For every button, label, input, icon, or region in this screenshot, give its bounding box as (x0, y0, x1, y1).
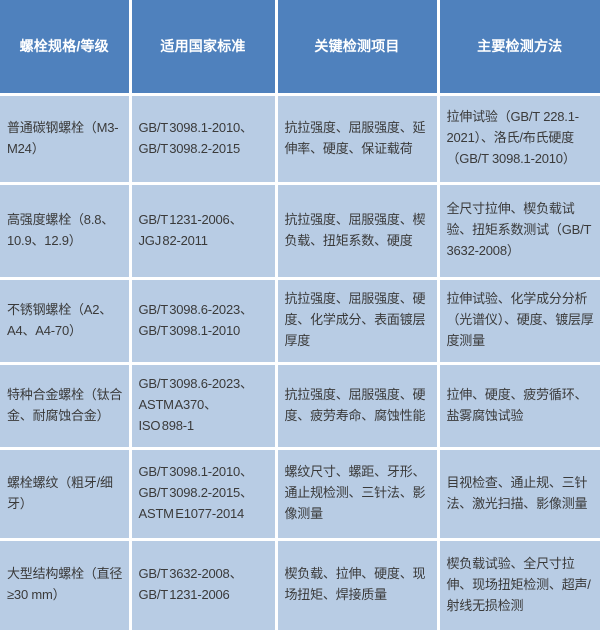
column-header-test-items: 关键检测项目 (274, 0, 440, 96)
cell-standards: GB/T 3632-2008、 GB/T 1231-2006 (128, 537, 278, 630)
cell-spec: 普通碳钢螺栓（M3-M24） (0, 92, 132, 185)
cell-test-methods: 拉伸试验（GB/T 228.1-2021）、洛氏/布氏硬度（GB/T 3098.… (436, 92, 600, 185)
cell-spec: 特种合金螺栓（钛合金、耐腐蚀合金） (0, 361, 132, 450)
cell-standards: GB/T 3098.1-2010、 GB/T 3098.2-2015、 ASTM… (128, 446, 278, 541)
cell-spec: 大型结构螺栓（直径≥30 mm） (0, 537, 132, 630)
column-header-spec: 螺栓规格/等级 (0, 0, 132, 96)
cell-standards: GB/T 3098.1-2010、 GB/T 3098.2-2015 (128, 92, 278, 185)
table-row: 不锈钢螺栓（A2、A4、A4-70） GB/T 3098.6-2023、 GB/… (0, 276, 600, 365)
column-header-test-methods: 主要检测方法 (436, 0, 600, 96)
column-header-standards: 适用国家标准 (128, 0, 278, 96)
table-row: 特种合金螺栓（钛合金、耐腐蚀合金） GB/T 3098.6-2023、 ASTM… (0, 361, 600, 450)
cell-test-methods: 拉伸试验、化学成分分析（光谱仪）、硬度、镀层厚度测量 (436, 276, 600, 365)
table-row: 高强度螺栓（8.8、10.9、12.9） GB/T 1231-2006、 JGJ… (0, 181, 600, 280)
cell-spec: 高强度螺栓（8.8、10.9、12.9） (0, 181, 132, 280)
cell-standards: GB/T 3098.6-2023、 ASTM A370、 ISO 898-1 (128, 361, 278, 450)
cell-test-methods: 全尺寸拉伸、楔负载试验、扭矩系数测试（GB/T 3632-2008） (436, 181, 600, 280)
cell-test-items: 抗拉强度、屈服强度、硬度、疲劳寿命、腐蚀性能 (274, 361, 440, 450)
cell-test-items: 楔负载、拉伸、硬度、现场扭矩、焊接质量 (274, 537, 440, 630)
cell-test-methods: 目视检查、通止规、三针法、激光扫描、影像测量 (436, 446, 600, 541)
cell-test-items: 抗拉强度、屈服强度、楔负载、扭矩系数、硬度 (274, 181, 440, 280)
table-row: 普通碳钢螺栓（M3-M24） GB/T 3098.1-2010、 GB/T 30… (0, 92, 600, 185)
table-row: 大型结构螺栓（直径≥30 mm） GB/T 3632-2008、 GB/T 12… (0, 537, 600, 630)
table-row: 螺栓螺纹（粗牙/细牙） GB/T 3098.1-2010、 GB/T 3098.… (0, 446, 600, 541)
cell-test-methods: 拉伸、硬度、疲劳循环、盐雾腐蚀试验 (436, 361, 600, 450)
cell-test-methods: 楔负载试验、全尺寸拉伸、现场扭矩检测、超声/射线无损检测 (436, 537, 600, 630)
cell-test-items: 螺纹尺寸、螺距、牙形、通止规检测、三针法、影像测量 (274, 446, 440, 541)
cell-standards: GB/T 1231-2006、 JGJ 82-2011 (128, 181, 278, 280)
cell-spec: 螺栓螺纹（粗牙/细牙） (0, 446, 132, 541)
cell-test-items: 抗拉强度、屈服强度、延伸率、硬度、保证载荷 (274, 92, 440, 185)
header-row: 螺栓规格/等级 适用国家标准 关键检测项目 主要检测方法 (0, 0, 600, 96)
cell-spec: 不锈钢螺栓（A2、A4、A4-70） (0, 276, 132, 365)
cell-standards: GB/T 3098.6-2023、 GB/T 3098.1-2010 (128, 276, 278, 365)
cell-test-items: 抗拉强度、屈服强度、硬度、化学成分、表面镀层厚度 (274, 276, 440, 365)
